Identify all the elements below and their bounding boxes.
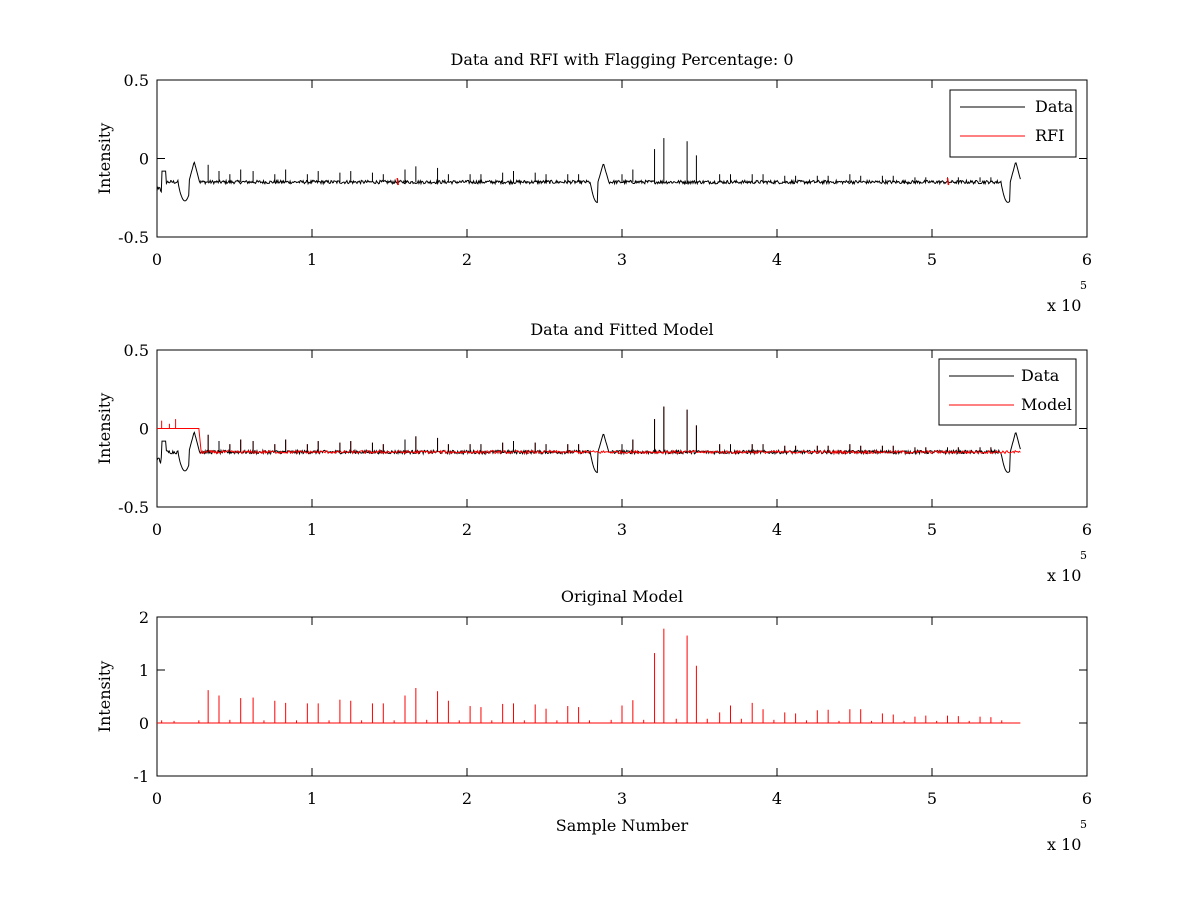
y-tick-label: 1: [139, 661, 149, 680]
x-tick-label: 1: [307, 250, 317, 269]
x-exponent-power: 5: [1080, 549, 1087, 562]
plot-area: [157, 138, 1021, 204]
x-tick-label: 3: [617, 250, 627, 269]
y-tick-label: 0: [139, 420, 149, 439]
x-tick-label: 5: [927, 520, 937, 539]
chart-panel-1: Data and RFI with Flagging Percentage: 0…: [95, 50, 1092, 315]
plot-area: [157, 406, 1021, 474]
legend: Data Model: [938, 358, 1077, 426]
legend-box: [949, 89, 1077, 158]
x-tick-label: 0: [152, 520, 162, 539]
x-exponent-power: 5: [1080, 279, 1087, 292]
model-series-line: [157, 428, 1021, 455]
legend: Data RFI: [949, 89, 1077, 158]
x-tick-label: 6: [1082, 520, 1092, 539]
x-tick-label: 6: [1082, 250, 1092, 269]
y-axis-label: Intensity: [95, 661, 114, 733]
y-tick-label: -0.5: [118, 228, 149, 247]
x-tick-label: 0: [152, 250, 162, 269]
y-tick-label: -1: [133, 767, 149, 786]
y-tick-label: 0: [139, 150, 149, 169]
y-axis-label: Intensity: [95, 123, 114, 195]
legend-label-rfi: RFI: [1035, 126, 1064, 145]
x-exponent-power: 5: [1080, 818, 1087, 831]
x-tick-label: 6: [1082, 789, 1092, 808]
chart-panel-3: Original Model Intensity Sample Number 0 1 2 3…: [95, 587, 1092, 854]
chart-title: Original Model: [561, 587, 683, 606]
y-tick-label: -0.5: [118, 498, 149, 517]
legend-label-model: Model: [1021, 395, 1072, 414]
data-series-line: [157, 161, 1021, 204]
x-tick-label: 2: [462, 250, 472, 269]
x-tick-label: 1: [307, 789, 317, 808]
y-tick-label: 0.5: [124, 341, 149, 360]
legend-label-data: Data: [1021, 366, 1060, 385]
x-tick-label: 3: [617, 520, 627, 539]
rfi-mark: [396, 177, 399, 186]
x-tick-label: 0: [152, 789, 162, 808]
chart-title: Data and RFI with Flagging Percentage: 0: [450, 50, 793, 69]
x-tick-label: 2: [462, 789, 472, 808]
x-tick-label: 2: [462, 520, 472, 539]
x-exponent-label: x 10: [1047, 566, 1081, 585]
x-tick-label: 5: [927, 789, 937, 808]
y-axis-label: Intensity: [95, 393, 114, 465]
x-tick-label: 5: [927, 250, 937, 269]
x-tick-label: 4: [772, 250, 782, 269]
legend-box: [938, 358, 1077, 426]
x-tick-label: 1: [307, 520, 317, 539]
chart-title: Data and Fitted Model: [530, 320, 713, 339]
x-exponent-label: x 10: [1047, 835, 1081, 854]
plot-area: [157, 628, 1021, 724]
x-tick-label: 3: [617, 789, 627, 808]
rfi-mark: [946, 177, 950, 186]
x-exponent-label: x 10: [1047, 296, 1081, 315]
panels: Data and RFI with Flagging Percentage: 0…: [95, 50, 1092, 854]
chart-panel-2: Data and Fitted Model Intensity 0 1 2 3 4 5 6 -0.…: [95, 320, 1092, 585]
legend-label-data: Data: [1035, 97, 1074, 116]
y-tick-label: 0: [139, 714, 149, 733]
x-tick-label: 4: [772, 789, 782, 808]
x-axis-label: Sample Number: [556, 816, 689, 835]
y-tick-label: 2: [139, 608, 149, 627]
x-tick-label: 4: [772, 520, 782, 539]
y-tick-label: 0.5: [124, 71, 149, 90]
